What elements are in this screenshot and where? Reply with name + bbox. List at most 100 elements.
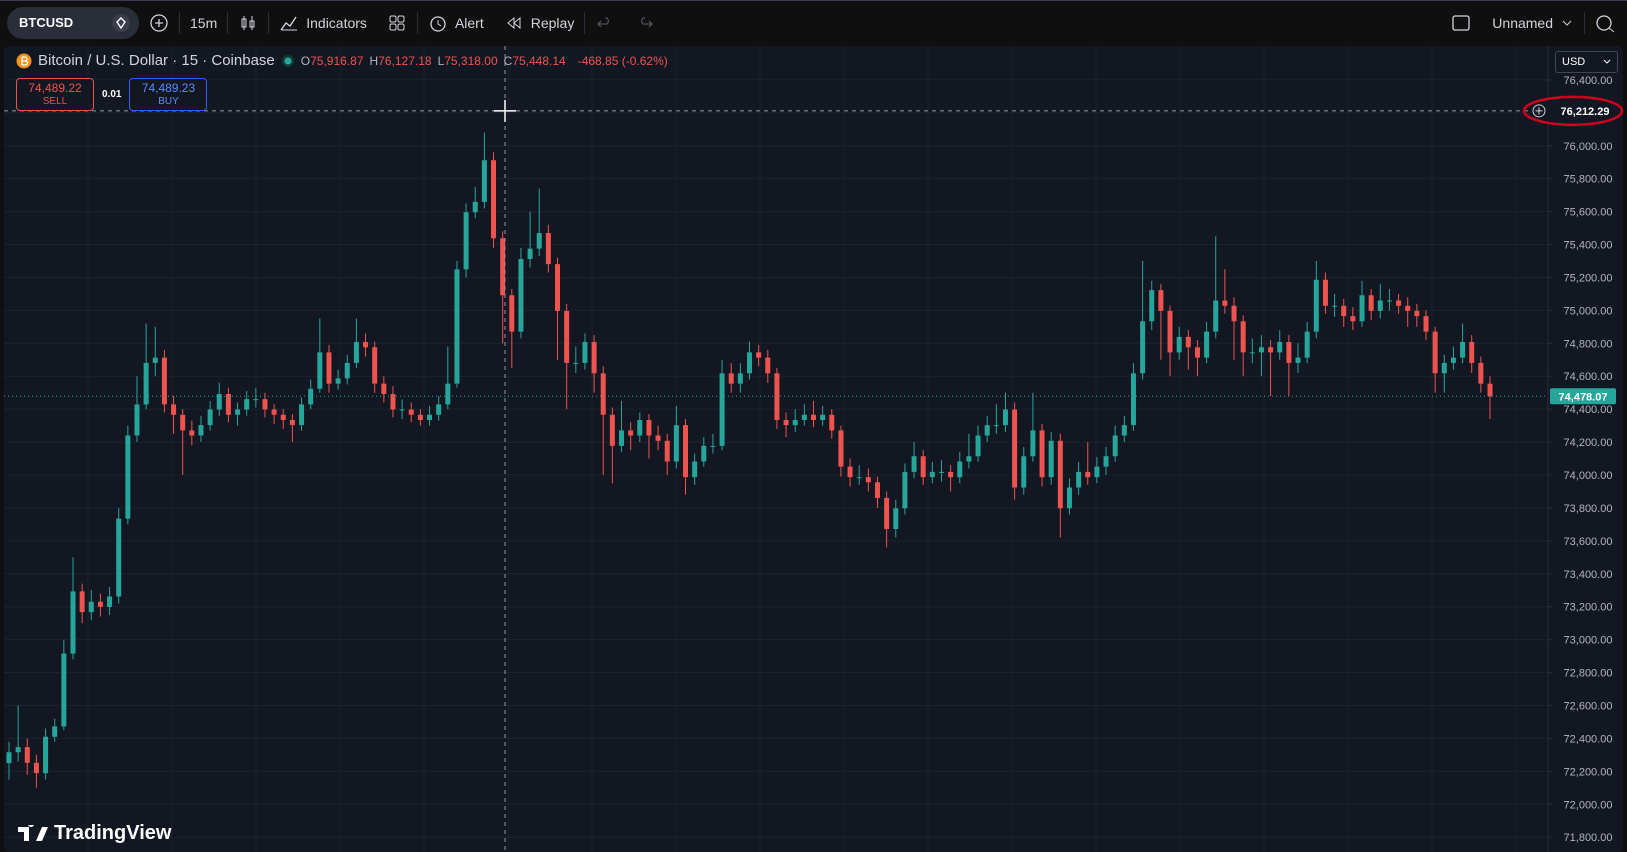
candle-body <box>152 357 158 363</box>
candle-body <box>1076 471 1082 488</box>
y-tick-label: 75,800.00 <box>1564 174 1613 186</box>
candle-body <box>472 201 478 213</box>
candle-body <box>1322 279 1328 306</box>
ohlc-key: H <box>369 53 379 68</box>
candle-body <box>692 461 698 478</box>
candle-body <box>353 341 359 363</box>
overlay: 74,478.07 76,212.29 <box>4 46 1624 852</box>
candle-body <box>107 596 113 607</box>
y-tick-label: 72,600.00 <box>1564 700 1613 712</box>
candle-body <box>765 357 771 374</box>
candle-body <box>984 425 990 436</box>
candle-body <box>637 420 643 436</box>
candle-body <box>399 409 405 411</box>
indicators-button[interactable]: Indicators <box>269 7 377 39</box>
candle-body <box>884 497 890 530</box>
replay-button[interactable]: Replay <box>494 7 585 39</box>
chart-type[interactable] <box>228 7 268 39</box>
candle-body <box>24 747 30 763</box>
candle-body <box>1487 383 1493 397</box>
candle-body <box>573 362 579 364</box>
candle-body <box>555 264 561 311</box>
sell-button[interactable]: 74,489.22 SELL <box>16 78 94 111</box>
candle-body <box>1268 347 1274 353</box>
grid: 71,800.00 72,000.00 72,200.00 72,400.00 72,6… <box>4 46 1612 852</box>
candle-body <box>683 425 689 478</box>
candle-body <box>125 435 131 519</box>
currency-select[interactable]: USD <box>1555 51 1618 73</box>
candle-body <box>1140 321 1146 374</box>
chart-pane <box>4 46 1623 852</box>
y-tick-label: 73,600.00 <box>1564 536 1613 548</box>
candle-body <box>344 362 350 379</box>
candle-body <box>253 399 259 401</box>
candle-body <box>1249 352 1255 354</box>
candle-body <box>1396 300 1402 306</box>
candle-body <box>43 736 49 774</box>
indicators-label: Indicators <box>306 14 367 31</box>
candle-body <box>61 653 67 727</box>
add-alert-icon <box>1532 104 1546 118</box>
candle-body <box>902 471 908 509</box>
candle-body <box>1295 357 1301 363</box>
ohlc-value: 75,916.87 <box>310 53 364 68</box>
candle-body <box>619 430 625 446</box>
layout-menu[interactable]: Unnamed <box>1441 7 1584 39</box>
candle-body <box>847 466 853 478</box>
candle-body <box>481 160 487 202</box>
candle-body <box>363 341 369 348</box>
candle-body <box>1149 290 1155 322</box>
candle-body <box>1222 300 1228 306</box>
candle-body <box>390 394 396 410</box>
candle-body <box>1423 316 1429 332</box>
ohlc-value: 75,318.00 <box>444 53 498 68</box>
candle-body <box>893 508 899 530</box>
candle-body <box>1359 295 1365 322</box>
chevron <box>1562 20 1572 26</box>
candle-body <box>1414 310 1420 317</box>
redo[interactable] <box>625 7 665 39</box>
candle-body <box>1450 357 1456 363</box>
change: -468.85 (-0.62%) <box>577 53 668 68</box>
candle-body <box>262 399 268 410</box>
candle-body <box>1094 466 1100 478</box>
candle-body <box>838 430 844 467</box>
y-tick-label: 72,800.00 <box>1564 668 1613 680</box>
candle-body <box>664 440 670 462</box>
y-tick-label: 73,800.00 <box>1564 503 1613 515</box>
candle-body <box>929 471 935 478</box>
buy-price: 74,489.23 <box>141 80 196 95</box>
buy-button[interactable]: 74,489.23 BUY <box>129 78 208 111</box>
y-tick-label: 74,600.00 <box>1564 371 1613 383</box>
candle-body <box>737 373 743 384</box>
candle-body <box>1204 331 1210 358</box>
add-alert-plus <box>1535 107 1543 115</box>
currency: USD <box>1562 56 1586 68</box>
add-symbol[interactable] <box>139 7 179 39</box>
replay-icon <box>506 16 521 29</box>
candle-body <box>993 425 999 427</box>
candle-body <box>79 591 85 613</box>
undo[interactable] <box>585 7 625 39</box>
symbol-search[interactable]: BTCUSD <box>7 6 139 39</box>
candle-body <box>975 435 981 457</box>
candle-body <box>417 414 423 421</box>
candle-body <box>436 404 442 415</box>
y-tick-label: 72,000.00 <box>1564 799 1613 811</box>
interval[interactable]: 15m <box>180 7 227 39</box>
quick-search[interactable] <box>1585 7 1627 39</box>
candle-body <box>747 352 752 374</box>
alert-button[interactable]: Alert <box>418 7 494 39</box>
bitcoin-icon <box>16 53 32 68</box>
sell-price: 74,489.22 <box>28 80 82 95</box>
candle-body <box>235 409 241 415</box>
candle-body <box>1085 471 1091 478</box>
candle-body <box>673 425 679 462</box>
y-tick-label: 73,000.00 <box>1564 635 1613 647</box>
candle-body <box>1277 341 1283 353</box>
y-tick-label: 74,000.00 <box>1564 470 1613 482</box>
layouts-button[interactable] <box>377 7 417 39</box>
candle-body <box>957 461 963 478</box>
candle-body <box>1432 331 1438 374</box>
candle-body <box>966 456 972 462</box>
